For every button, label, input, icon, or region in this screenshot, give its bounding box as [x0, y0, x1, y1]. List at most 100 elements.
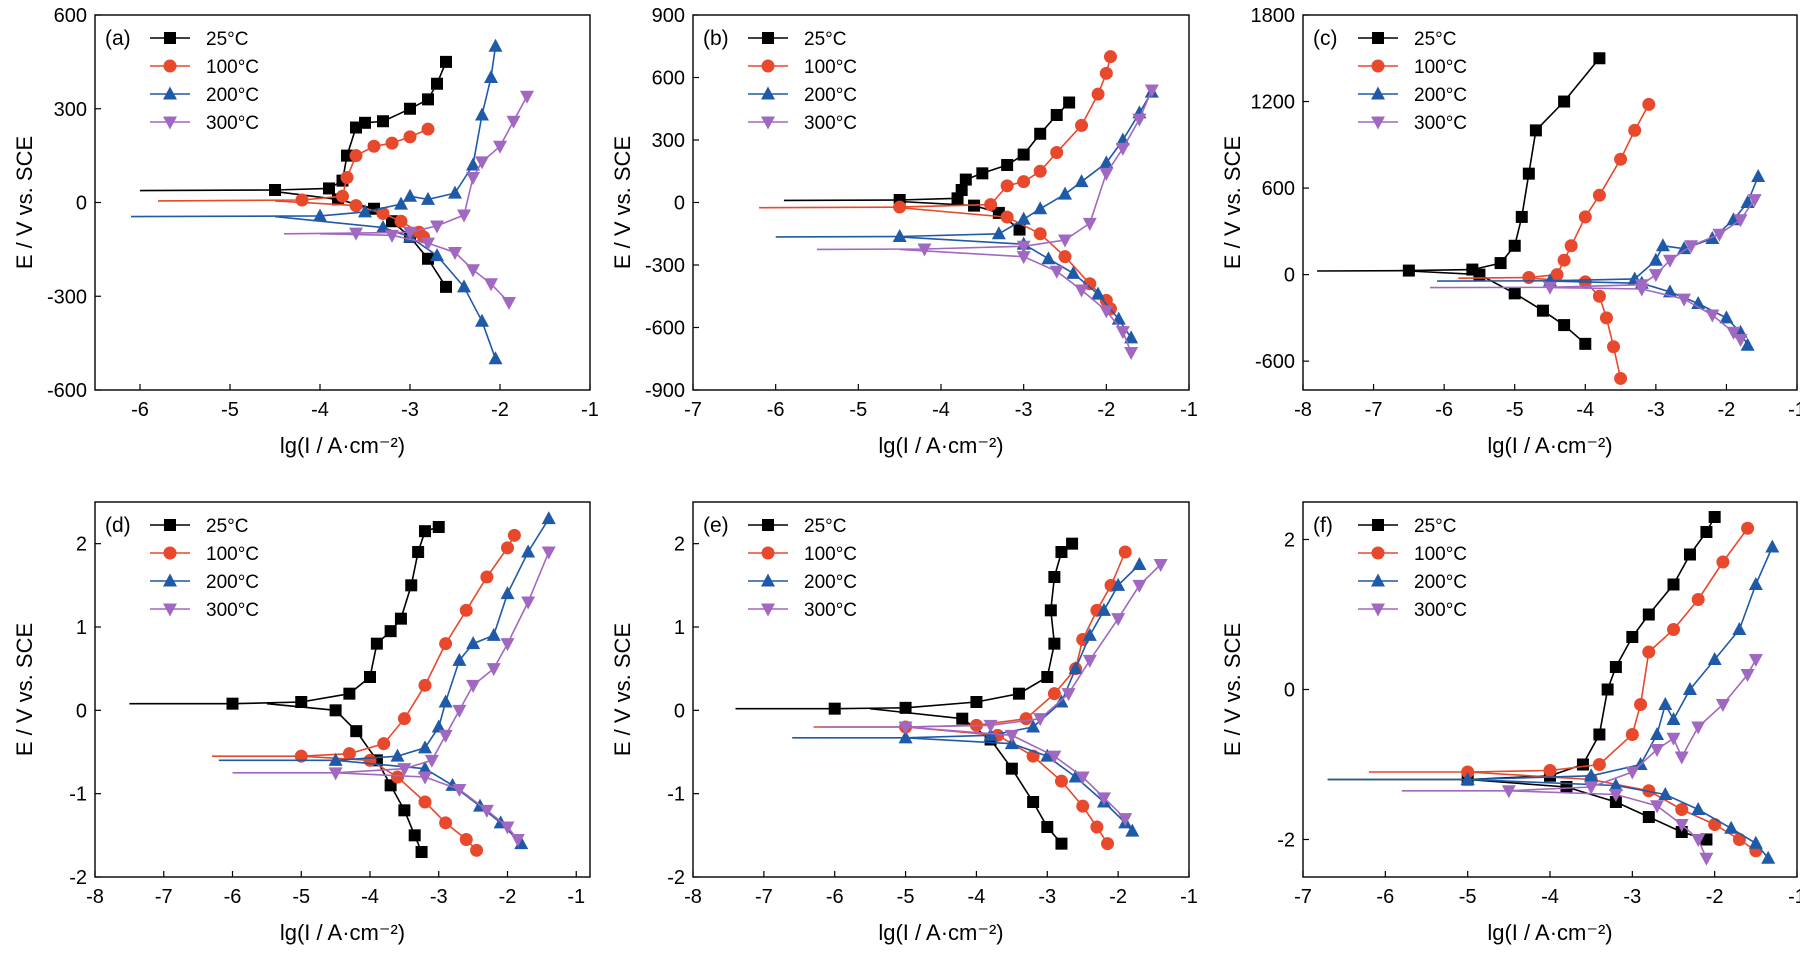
data-point	[384, 779, 397, 792]
x-tick-label: -8	[86, 886, 104, 908]
data-point	[1054, 694, 1069, 708]
legend-marker	[163, 116, 177, 130]
chart-panel-5: -8 -7 -6 -5 -4 -3 -2 -1 -2 -1 0 1 2 lg(I / A·cm⁻²) E /…	[610, 501, 1198, 945]
data-point	[419, 525, 431, 538]
series-100°C	[759, 50, 1117, 316]
data-point	[479, 804, 494, 818]
data-point	[1074, 174, 1089, 188]
data-point	[466, 157, 480, 171]
y-tick-label: -600	[47, 380, 87, 402]
series-200°C	[792, 557, 1147, 837]
data-point	[421, 122, 435, 136]
chart-panel-3: -8 -7 -6 -5 -4 -3 -2 -1 -600 0 600 1200 1800 lg(I / A…	[1220, 5, 1800, 458]
legend-label: 25°C	[1414, 29, 1456, 50]
data-point	[1515, 210, 1528, 223]
panel-label: (b)	[703, 27, 729, 50]
data-point	[1751, 169, 1766, 183]
series-200°C	[1327, 539, 1780, 864]
data-point	[1576, 758, 1589, 771]
data-point	[1460, 772, 1475, 785]
legend-marker	[761, 86, 775, 100]
data-point	[459, 603, 473, 617]
x-tick-label: -3	[430, 886, 448, 908]
data-point	[403, 130, 417, 144]
data-point	[1522, 271, 1536, 284]
data-point	[430, 248, 444, 262]
data-point	[1508, 239, 1521, 252]
data-point	[1508, 287, 1521, 300]
x-tick-label: -7	[1365, 399, 1383, 421]
data-point	[1625, 766, 1640, 780]
chart-panel-2: -7 -6 -5 -4 -3 -2 -1 -900 -600 -300 0 300 600 900 lg(I…	[610, 5, 1198, 458]
data-point	[1650, 800, 1665, 814]
data-point	[432, 521, 445, 533]
data-point	[1050, 109, 1063, 121]
data-point	[898, 730, 913, 744]
legend-marker	[762, 32, 774, 44]
series-200°C	[130, 38, 503, 365]
data-point	[1048, 637, 1061, 650]
series-line	[232, 551, 550, 774]
data-point	[385, 136, 399, 150]
data-point	[341, 149, 353, 162]
x-tick-label: -7	[1294, 886, 1312, 908]
data-point	[397, 712, 411, 726]
data-point	[1055, 837, 1068, 850]
data-point	[418, 795, 432, 809]
x-tick-label: -6	[224, 886, 242, 908]
series-line	[1528, 277, 1622, 379]
data-point	[1708, 818, 1722, 831]
legend-label: 25°C	[804, 516, 846, 537]
data-point	[1494, 257, 1507, 270]
legend-marker	[164, 32, 176, 44]
data-point	[1017, 175, 1031, 189]
legend-marker	[163, 86, 177, 100]
data-point	[520, 90, 534, 104]
data-point	[1041, 251, 1056, 265]
y-tick-label: 900	[652, 5, 685, 27]
x-tick-label: -1	[1788, 399, 1800, 421]
x-tick-label: -4	[1576, 399, 1594, 421]
data-point	[466, 172, 480, 185]
data-point	[1609, 661, 1622, 673]
series-line	[792, 563, 1140, 739]
x-axis-title: lg(I / A·cm⁻²)	[878, 433, 1003, 458]
data-point	[439, 816, 453, 830]
y-tick-label: 0	[76, 700, 87, 722]
data-point	[1716, 555, 1730, 569]
data-point	[1016, 240, 1031, 254]
series-25°C	[1317, 52, 1606, 350]
data-point	[1115, 326, 1130, 340]
data-point	[1099, 66, 1113, 80]
legend-marker	[163, 603, 177, 617]
data-point	[521, 544, 536, 558]
chart-panel-6: -7 -6 -5 -4 -3 -2 -1 -2 0 2 lg(I / A·cm⁻²) E / V vs…	[1220, 501, 1800, 945]
data-point	[521, 596, 536, 610]
data-point	[343, 687, 356, 700]
data-point	[1715, 699, 1730, 712]
data-point	[440, 280, 452, 293]
data-point	[342, 747, 356, 761]
data-point	[1115, 142, 1130, 156]
legend-label: 25°C	[206, 516, 248, 537]
legend-label: 25°C	[804, 29, 846, 50]
data-point	[1033, 201, 1048, 215]
plot-frame	[94, 501, 591, 878]
x-axis-title: lg(I / A·cm⁻²)	[280, 920, 405, 945]
x-tick-label: -6	[767, 399, 785, 421]
y-tick-label: -300	[645, 255, 685, 277]
data-point	[1558, 319, 1571, 332]
data-point	[1082, 654, 1097, 668]
legend-marker	[1371, 86, 1385, 100]
data-point	[1041, 671, 1054, 683]
data-point	[1658, 697, 1673, 710]
data-point	[1761, 850, 1776, 864]
data-point	[377, 115, 389, 128]
legend-marker	[761, 59, 775, 73]
data-point	[1040, 748, 1055, 762]
data-point	[475, 313, 489, 327]
data-point	[358, 204, 372, 218]
data-point	[415, 846, 428, 858]
data-point	[1125, 823, 1140, 837]
legend-label: 25°C	[1414, 516, 1456, 537]
